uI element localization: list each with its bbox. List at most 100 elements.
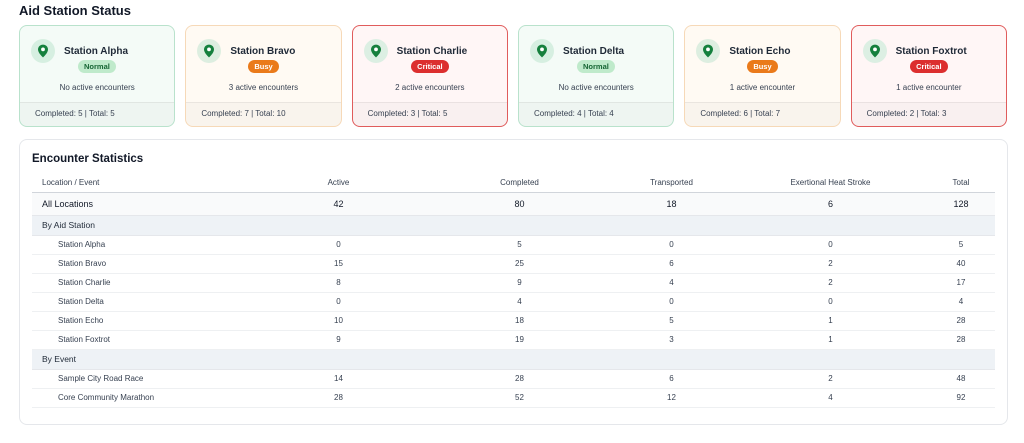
table-cell: 15 bbox=[247, 254, 430, 274]
station-cards: Station Alpha Normal No active encounters C… bbox=[19, 25, 1007, 127]
statistics-title: Encounter Statistics bbox=[32, 153, 144, 165]
table-cell: 40 bbox=[927, 254, 995, 274]
station-card-header: Station Alpha bbox=[31, 39, 166, 63]
table-row: Station Charlie 8 9 4 2 17 bbox=[32, 273, 995, 293]
table-cell: Station Delta bbox=[32, 292, 247, 312]
table-cell: 1 bbox=[734, 330, 927, 350]
column-header: Total bbox=[927, 174, 995, 193]
column-header: Completed bbox=[430, 174, 609, 193]
table-cell: 9 bbox=[247, 330, 430, 350]
table-cell: 18 bbox=[609, 192, 734, 216]
station-card[interactable]: Station Foxtrot Critical 1 active encounte… bbox=[850, 25, 1007, 127]
column-header: Active bbox=[247, 174, 430, 193]
table-cell: 28 bbox=[430, 369, 609, 389]
table-cell: 25 bbox=[430, 254, 609, 274]
table-cell: 42 bbox=[247, 192, 430, 216]
table-cell: 28 bbox=[927, 330, 995, 350]
table-cell: Station Alpha bbox=[32, 235, 247, 255]
station-name: Station Bravo bbox=[230, 45, 296, 57]
table-cell: Sample City Road Race bbox=[32, 369, 247, 389]
status-badge: Normal bbox=[576, 60, 615, 73]
station-name: Station Foxtrot bbox=[895, 45, 967, 57]
table-row: Sample City Road Race 14 28 6 2 48 bbox=[32, 369, 995, 389]
table-cell: 5 bbox=[430, 235, 609, 255]
table-cell: 3 bbox=[609, 330, 734, 350]
station-card-header: Station Foxtrot bbox=[862, 39, 998, 63]
table-cell: 0 bbox=[734, 235, 927, 255]
table-cell: 4 bbox=[734, 388, 927, 408]
table-cell: 2 bbox=[734, 273, 927, 293]
station-card[interactable]: Station Alpha Normal No active encounters C… bbox=[19, 25, 176, 127]
table-cell: 2 bbox=[734, 369, 927, 389]
station-card-footer: Completed: 7 | Total: 10 bbox=[186, 102, 341, 126]
column-header: Transported bbox=[609, 174, 734, 193]
table-row: Station Alpha 0 5 0 0 5 bbox=[32, 235, 995, 255]
table-header-row: Location / Event Active Completed Transport… bbox=[32, 174, 995, 193]
station-card-footer: Completed: 6 | Total: 7 bbox=[685, 102, 840, 126]
table-cell: 0 bbox=[247, 292, 430, 312]
station-name: Station Alpha bbox=[64, 45, 129, 57]
map-pin-icon bbox=[363, 39, 388, 63]
table-cell: 9 bbox=[430, 273, 609, 293]
table-cell: 128 bbox=[927, 192, 995, 216]
status-badge: Busy bbox=[747, 60, 778, 73]
station-card[interactable]: Station Delta Normal No active encounters C… bbox=[517, 25, 675, 127]
encounter-statistics-panel: Encounter Statistics Location / Event Act… bbox=[19, 139, 1008, 425]
table-cell: 18 bbox=[430, 311, 609, 331]
table-cell: 52 bbox=[430, 388, 609, 408]
table-cell: 5 bbox=[927, 235, 995, 255]
active-encounters-text: 2 active encounters bbox=[395, 83, 465, 92]
statistics-table: Location / Event Active Completed Transport… bbox=[32, 174, 995, 408]
active-encounters-text: No active encounters bbox=[558, 83, 634, 92]
table-cell: 4 bbox=[430, 292, 609, 312]
all-locations-row: All Locations 42 80 18 6 128 bbox=[32, 192, 995, 216]
table-cell: 6 bbox=[609, 369, 734, 389]
table-cell: 0 bbox=[609, 235, 734, 255]
table-cell: 28 bbox=[247, 388, 430, 408]
table-row: Station Bravo 15 25 6 2 40 bbox=[32, 254, 995, 274]
group-label: By Event bbox=[32, 349, 995, 370]
table-cell: Core Community Marathon bbox=[32, 388, 247, 408]
active-encounters-text: No active encounters bbox=[59, 83, 135, 92]
group-header-row: By Event bbox=[32, 349, 995, 370]
table-row: Station Echo 10 18 5 1 28 bbox=[32, 311, 995, 331]
station-card-header: Station Charlie bbox=[363, 39, 499, 63]
map-pin-icon bbox=[31, 39, 55, 63]
active-encounters-text: 3 active encounters bbox=[228, 83, 299, 92]
map-pin-icon bbox=[197, 39, 222, 63]
map-pin-icon bbox=[696, 39, 721, 63]
group-label: By Aid Station bbox=[32, 215, 995, 236]
table-cell: 17 bbox=[927, 273, 995, 293]
table-cell: Station Charlie bbox=[32, 273, 247, 293]
table-row: Station Delta 0 4 0 0 4 bbox=[32, 292, 995, 312]
status-badge: Critical bbox=[910, 60, 948, 73]
table-cell: 1 bbox=[734, 311, 927, 331]
table-cell: 0 bbox=[609, 292, 734, 312]
station-card-footer: Completed: 4 | Total: 4 bbox=[518, 102, 674, 126]
table-cell: 48 bbox=[927, 369, 995, 389]
station-card-header: Station Delta bbox=[529, 39, 665, 63]
station-card[interactable]: Station Bravo Busy 3 active encounters Comp… bbox=[185, 25, 342, 127]
station-card[interactable]: Station Charlie Critical 2 active encounte… bbox=[351, 25, 508, 127]
map-pin-icon bbox=[529, 39, 554, 63]
table-row: Station Foxtrot 9 19 3 1 28 bbox=[32, 330, 995, 350]
table-cell: 8 bbox=[247, 273, 430, 293]
table-cell: 4 bbox=[609, 273, 734, 293]
station-name: Station Delta bbox=[562, 45, 625, 57]
table-cell: Station Bravo bbox=[32, 254, 247, 274]
table-cell: 80 bbox=[430, 192, 609, 216]
status-badge: Busy bbox=[248, 60, 279, 73]
station-card[interactable]: Station Echo Busy 1 active encounter Comple… bbox=[684, 25, 841, 127]
station-name: Station Charlie bbox=[396, 45, 468, 57]
table-cell: 4 bbox=[927, 292, 995, 312]
column-header: Location / Event bbox=[32, 174, 247, 193]
table-row: Core Community Marathon 28 52 12 4 92 bbox=[32, 388, 995, 408]
table-cell: 92 bbox=[927, 388, 995, 408]
station-card-footer: Completed: 5 | Total: 5 bbox=[20, 102, 175, 126]
table-cell: 2 bbox=[734, 254, 927, 274]
table-cell: 0 bbox=[734, 292, 927, 312]
table-cell: Station Foxtrot bbox=[32, 330, 247, 350]
page-title: Aid Station Status bbox=[19, 3, 131, 18]
column-header: Exertional Heat Stroke bbox=[734, 174, 927, 193]
status-badge: Critical bbox=[411, 60, 449, 73]
